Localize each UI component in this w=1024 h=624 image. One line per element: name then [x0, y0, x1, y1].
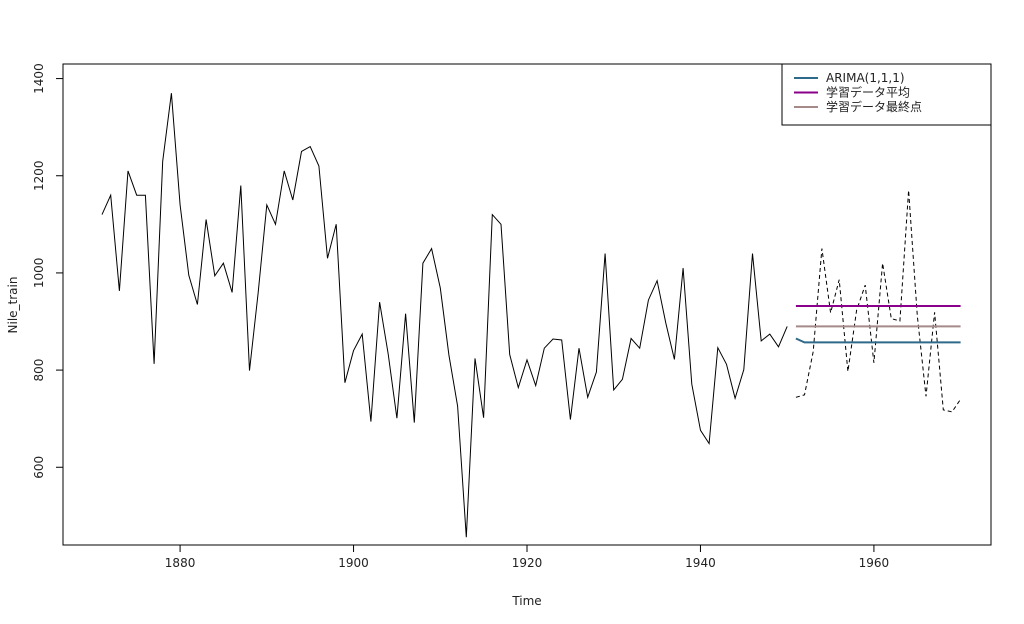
- legend-label: 学習データ最終点: [826, 99, 922, 114]
- plot-frame: [62, 63, 992, 546]
- x-tick-label: 1900: [338, 556, 369, 570]
- x-axis: 1880 1900 1920 1940 1960: [165, 544, 890, 570]
- test-series-line: [795, 190, 962, 413]
- x-tick-label: 1880: [165, 556, 196, 570]
- y-axis-label: Nile_train: [6, 277, 20, 334]
- y-tick-label: 1000: [32, 258, 46, 289]
- x-tick-label: 1960: [859, 556, 890, 570]
- y-tick-label: 1400: [32, 63, 46, 94]
- x-tick-label: 1940: [685, 556, 716, 570]
- train-series-line: [101, 93, 788, 538]
- legend-box: [781, 63, 992, 126]
- y-tick-label: 1200: [32, 160, 46, 191]
- y-tick-label: 600: [32, 456, 46, 479]
- legend-label: 学習データ平均: [826, 85, 910, 100]
- series-layer: [101, 93, 962, 538]
- y-tick-label: 800: [32, 359, 46, 382]
- legend-label: ARIMA(1,1,1): [826, 71, 905, 85]
- x-tick-label: 1920: [512, 556, 543, 570]
- y-axis: 600 800 1000 1200 1400: [32, 63, 64, 479]
- forecast-series-line: [795, 337, 961, 344]
- x-axis-label: Time: [511, 594, 541, 608]
